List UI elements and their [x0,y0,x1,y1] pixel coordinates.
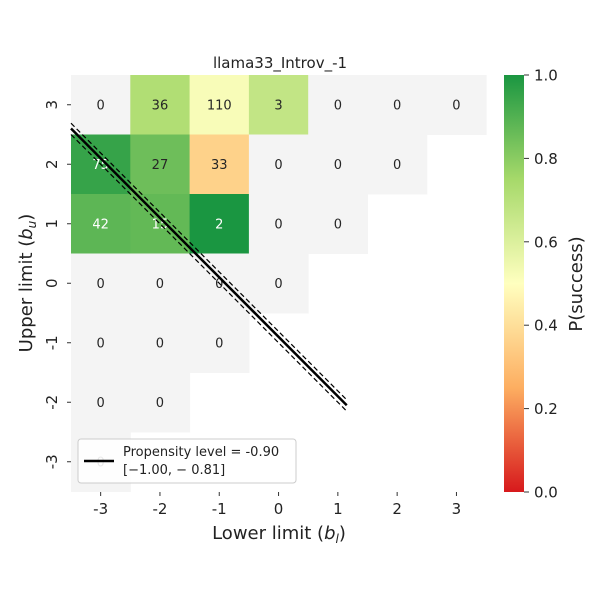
x-tick-label: 0 [274,500,284,518]
cell-count-label: 0 [274,277,282,292]
y-tick-label: 0 [43,278,61,288]
cell-count-label: 0 [215,336,223,351]
heatmap-cell [130,134,191,195]
y-tick-label: -2 [43,395,61,410]
heatmap-cell [189,194,250,254]
y-tick-label: 1 [43,219,61,229]
heatmap-cell [189,313,250,373]
cell-count-label: 0 [97,396,105,411]
x-tick-label: -3 [93,500,108,518]
cell-count-label: 0 [274,158,282,173]
colorbar-tick-label: 0.4 [534,317,558,335]
heatmap-cells: 036110300075273300042152000000000000 [71,75,487,492]
cell-count-label: 0 [393,158,401,173]
heatmap-cell [71,313,131,373]
cell-count-label: 0 [393,98,401,113]
legend-interval-label: [−1.00, − 0.81] [123,463,225,478]
cell-count-label: 110 [207,98,232,113]
colorbar-tick-label: 0.8 [534,150,558,168]
y-tick-label: -3 [43,454,61,469]
colorbar-tick-label: 1.0 [534,67,558,85]
cell-count-label: 0 [215,277,223,292]
heatmap-cell [130,253,191,314]
cell-count-label: 27 [152,158,169,173]
colorbar-gradient [504,75,524,492]
heatmap-cell [189,134,250,195]
x-tick-label: -1 [212,500,227,518]
y-tick-label: 2 [43,159,61,169]
x-tick-label: 3 [452,500,462,518]
cell-count-label: 33 [211,158,228,173]
colorbar-tick-label: 0.6 [534,233,558,251]
y-axis-label: Upper limit (bu) [16,214,39,353]
x-tick-label: -2 [152,500,167,518]
heatmap-cell [130,75,191,135]
heatmap-cell [367,134,428,195]
cell-count-label: 0 [156,336,164,351]
cell-count-label: 0 [156,396,164,411]
colorbar: 0.0 0.2 0.4 0.6 0.8 1.0 P(success) [504,67,587,502]
cell-count-label: 2 [215,217,223,232]
legend-box [77,438,297,484]
heatmap-cell [248,253,309,314]
heatmap-cell [71,253,131,314]
y-tick-label: 3 [43,100,61,110]
heatmap-cell [130,372,191,433]
heatmap-cell [308,194,368,254]
heatmap-cell [248,194,309,254]
cell-count-label: 0 [334,158,342,173]
ci-lower-line [70,134,348,412]
x-axis-label: Lower limit (bl) [212,523,346,546]
colorbar-tick-label: 0.2 [534,400,558,418]
cell-count-label: 36 [152,98,169,113]
cell-count-label: 0 [274,217,282,232]
x-tick-labels: -3 -2 -1 0 1 2 3 [93,492,461,518]
heatmap-cell [71,75,131,135]
x-tick-label: 2 [392,500,402,518]
cell-count-label: 0 [97,336,105,351]
y-tick-label: -1 [43,335,61,350]
cell-count-label: 0 [156,277,164,292]
cell-count-label: 0 [452,98,460,113]
cell-count-label: 42 [92,217,109,232]
heatmap-cell [71,372,131,433]
colorbar-ticks: 0.0 0.2 0.4 0.6 0.8 1.0 [524,67,558,502]
legend-propensity-label: Propensity level = -0.90 [123,445,279,460]
propensity-line [70,127,348,407]
colorbar-tick-label: 0.0 [534,484,558,502]
y-tick-labels: 3 2 1 0 -1 -2 -3 [43,100,71,469]
heatmap-cell [426,75,487,135]
x-tick-label: 1 [333,500,343,518]
heatmap-cell [71,194,131,254]
cell-count-label: 3 [274,98,282,113]
colorbar-label: P(success) [566,236,587,331]
heatmap-cell [189,75,250,135]
heatmap-cell [367,75,428,135]
propensity-lines [70,122,348,412]
chart-title: llama33_Introv_-1 [213,54,347,73]
heatmap-cell [308,134,368,195]
ci-upper-line [70,122,348,401]
cell-count-label: 0 [334,217,342,232]
heatmap-cell [130,313,191,373]
heatmap-cell [248,134,309,195]
cell-count-label: 0 [334,98,342,113]
heatmap-cell [248,75,309,135]
legend: Propensity level = -0.90 [−1.00, − 0.81] [77,438,297,484]
heatmap-cell [308,75,368,135]
cell-count-label: 0 [97,277,105,292]
cell-count-label: 0 [97,98,105,113]
